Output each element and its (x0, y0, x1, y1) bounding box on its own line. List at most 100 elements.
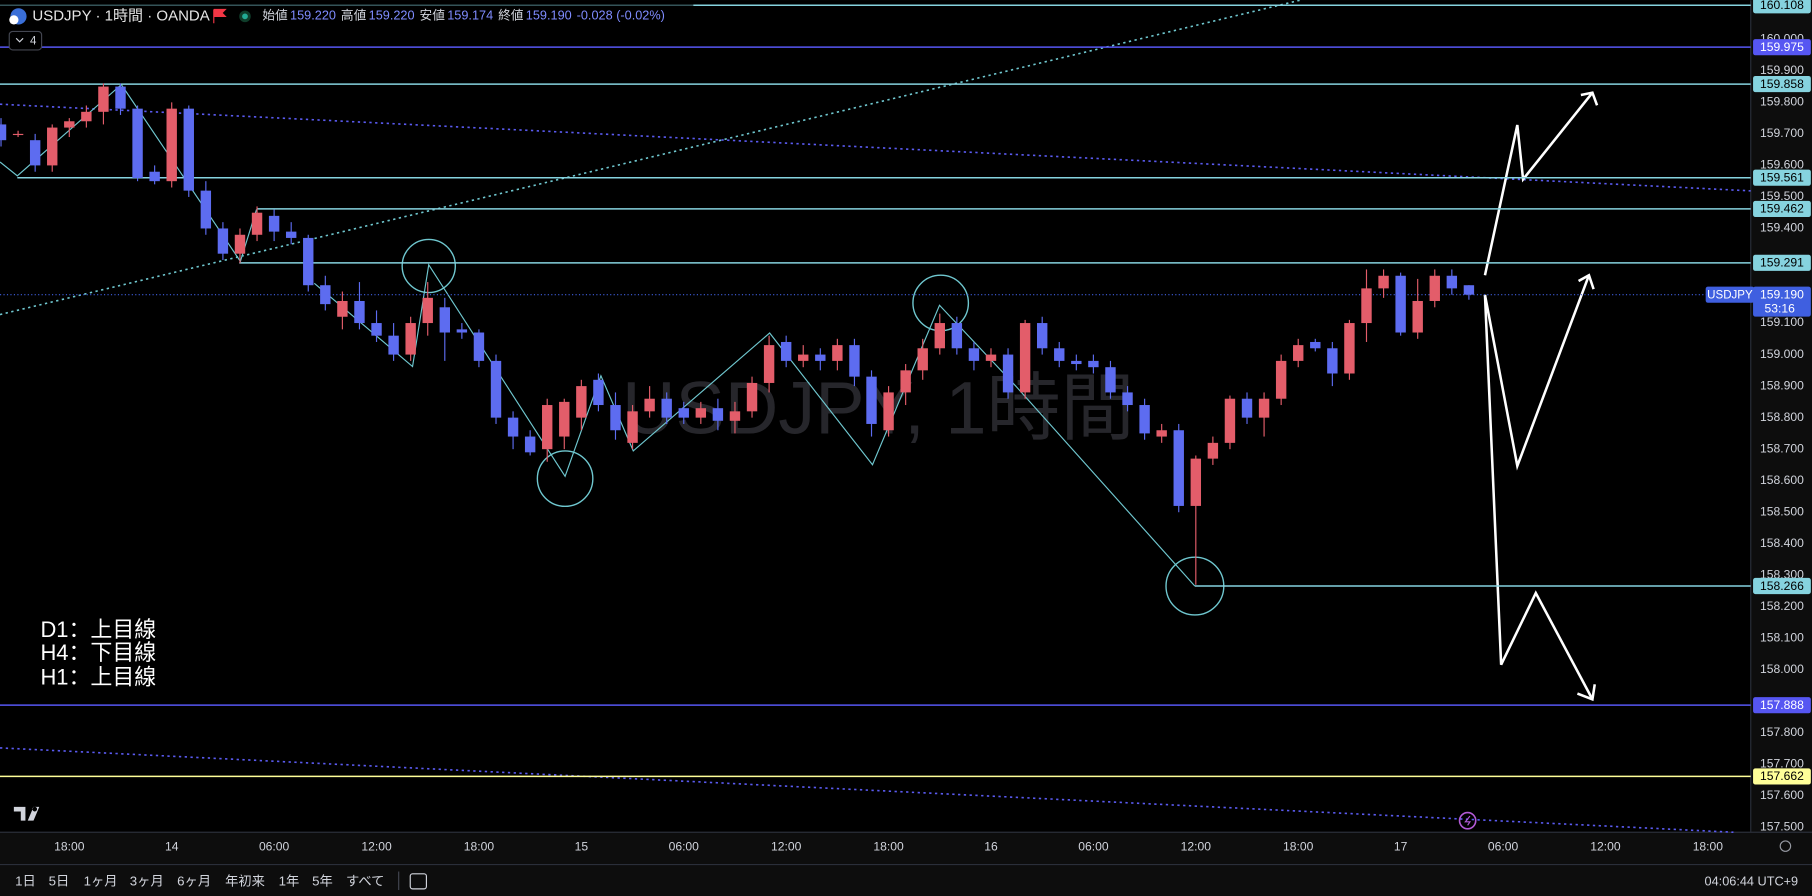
arrow-head (1580, 91, 1599, 106)
ohlc-label: 始値 (262, 8, 288, 23)
candle-body (320, 285, 331, 305)
candle-body (64, 121, 75, 128)
range-button[interactable]: 1日 (15, 873, 36, 888)
candle-body (849, 345, 860, 377)
candle-body (678, 408, 689, 418)
range-button[interactable]: 5年 (312, 873, 333, 888)
level-label-bg (1753, 577, 1811, 595)
symbol[interactable]: USDJPY · 1時間 · OANDA (32, 7, 209, 24)
ohlc-value: 159.220 (369, 8, 415, 23)
candle-body (917, 348, 928, 371)
candle-body (780, 341, 792, 361)
level-label: 160.108 (1760, 0, 1804, 12)
x-tick-label: 14 (165, 839, 179, 853)
ohlc-label: 高値 (341, 8, 367, 23)
y-tick-label: 159.600 (1760, 158, 1804, 172)
x-tick-label: 12:00 (771, 839, 802, 853)
candle-body (490, 360, 502, 418)
y-tick-label: 158.700 (1760, 441, 1804, 455)
y-tick-label: 158.500 (1760, 504, 1804, 518)
x-tick-label: 06:00 (1488, 839, 1519, 853)
x-tick-label: 12:00 (1181, 839, 1212, 853)
ohlc-value: 159.174 (447, 8, 493, 23)
candle-body (285, 231, 297, 238)
watermark: USDJPY, 1時間 (622, 366, 1134, 449)
range-button[interactable]: 5日 (49, 873, 70, 888)
x-tick-label: 18:00 (1283, 839, 1314, 853)
candle-body (354, 300, 365, 324)
candle-body (1327, 348, 1338, 374)
event-icon[interactable] (1458, 811, 1477, 830)
chevron (15, 37, 24, 43)
y-tick-label: 159.700 (1760, 126, 1804, 140)
y-tick-label: 158.600 (1760, 473, 1804, 487)
candle-body (1088, 360, 1099, 368)
calendar-icon[interactable] (409, 873, 427, 890)
candle-body (610, 405, 621, 431)
range-button[interactable]: 6ヶ月 (177, 873, 211, 888)
candle-body (712, 408, 724, 421)
candle-body (593, 379, 604, 406)
candle-body (1207, 442, 1219, 459)
candle-body (47, 127, 58, 166)
logo[interactable] (13, 806, 40, 821)
candle-body (1275, 360, 1287, 399)
range-button[interactable]: 1ヶ月 (84, 873, 118, 888)
candle-body (1019, 323, 1031, 393)
symbol-icon (9, 15, 19, 25)
settings-icon[interactable] (1779, 840, 1792, 852)
y-tick-label: 158.200 (1760, 599, 1804, 613)
candle-body (1395, 275, 1406, 333)
circle (401, 238, 457, 294)
range-button[interactable]: すべて (346, 873, 384, 888)
candle-body (473, 332, 485, 361)
candle-body (1378, 275, 1389, 289)
indicator-toggle[interactable] (8, 30, 43, 51)
candle-body (866, 376, 877, 424)
x-tick-label: 06:00 (1078, 839, 1109, 853)
candle-body (815, 354, 826, 361)
last-price-name: USDJPY (1707, 289, 1753, 301)
candle-body (542, 405, 553, 450)
last-price-bg (1753, 286, 1811, 317)
candle-body (200, 190, 212, 229)
candle-body (900, 370, 911, 393)
indicator-count: 4 (30, 35, 37, 47)
x-tick-label: 12:00 (361, 839, 392, 853)
candle-body (422, 297, 433, 324)
x-tick-label: 06:00 (259, 839, 290, 853)
ohlc-value: 159.190 (526, 8, 572, 23)
y-tick-label: 158.900 (1760, 378, 1804, 392)
range-button[interactable]: 年初来 (225, 873, 265, 888)
candle-body (0, 124, 7, 141)
candle-body (576, 386, 587, 418)
y-tick-label: 159.000 (1760, 347, 1804, 361)
note: D1：上目線 (40, 617, 156, 642)
note-box (34, 617, 172, 694)
candle-body (644, 398, 655, 412)
flag-icon[interactable] (213, 8, 227, 24)
range-button[interactable]: 1年 (279, 873, 300, 888)
range-button[interactable]: 3ヶ月 (130, 873, 164, 888)
y-tick-label: 159.800 (1760, 95, 1804, 109)
level-label-bg (1753, 254, 1811, 271)
level-label-bg (1753, 75, 1811, 93)
candle-body (371, 323, 382, 336)
x-tick-label: 15 (575, 839, 589, 853)
candle-body (1139, 405, 1150, 434)
candle-body (985, 354, 997, 361)
candle-body (968, 348, 980, 361)
level-label-bg (1753, 0, 1811, 14)
y-tick-label: 159.500 (1760, 189, 1804, 203)
candle-body (524, 436, 536, 453)
level-label-bg (1753, 200, 1811, 218)
y-tick-label: 158.000 (1760, 662, 1804, 676)
candle-body (883, 392, 894, 431)
candle-body (1241, 398, 1253, 418)
candle-body (627, 411, 638, 443)
candle-body (798, 354, 809, 361)
header-bg (0, 0, 694, 31)
candle-body (1173, 430, 1184, 506)
arrow (1483, 91, 1594, 276)
candle-body (1429, 275, 1440, 301)
